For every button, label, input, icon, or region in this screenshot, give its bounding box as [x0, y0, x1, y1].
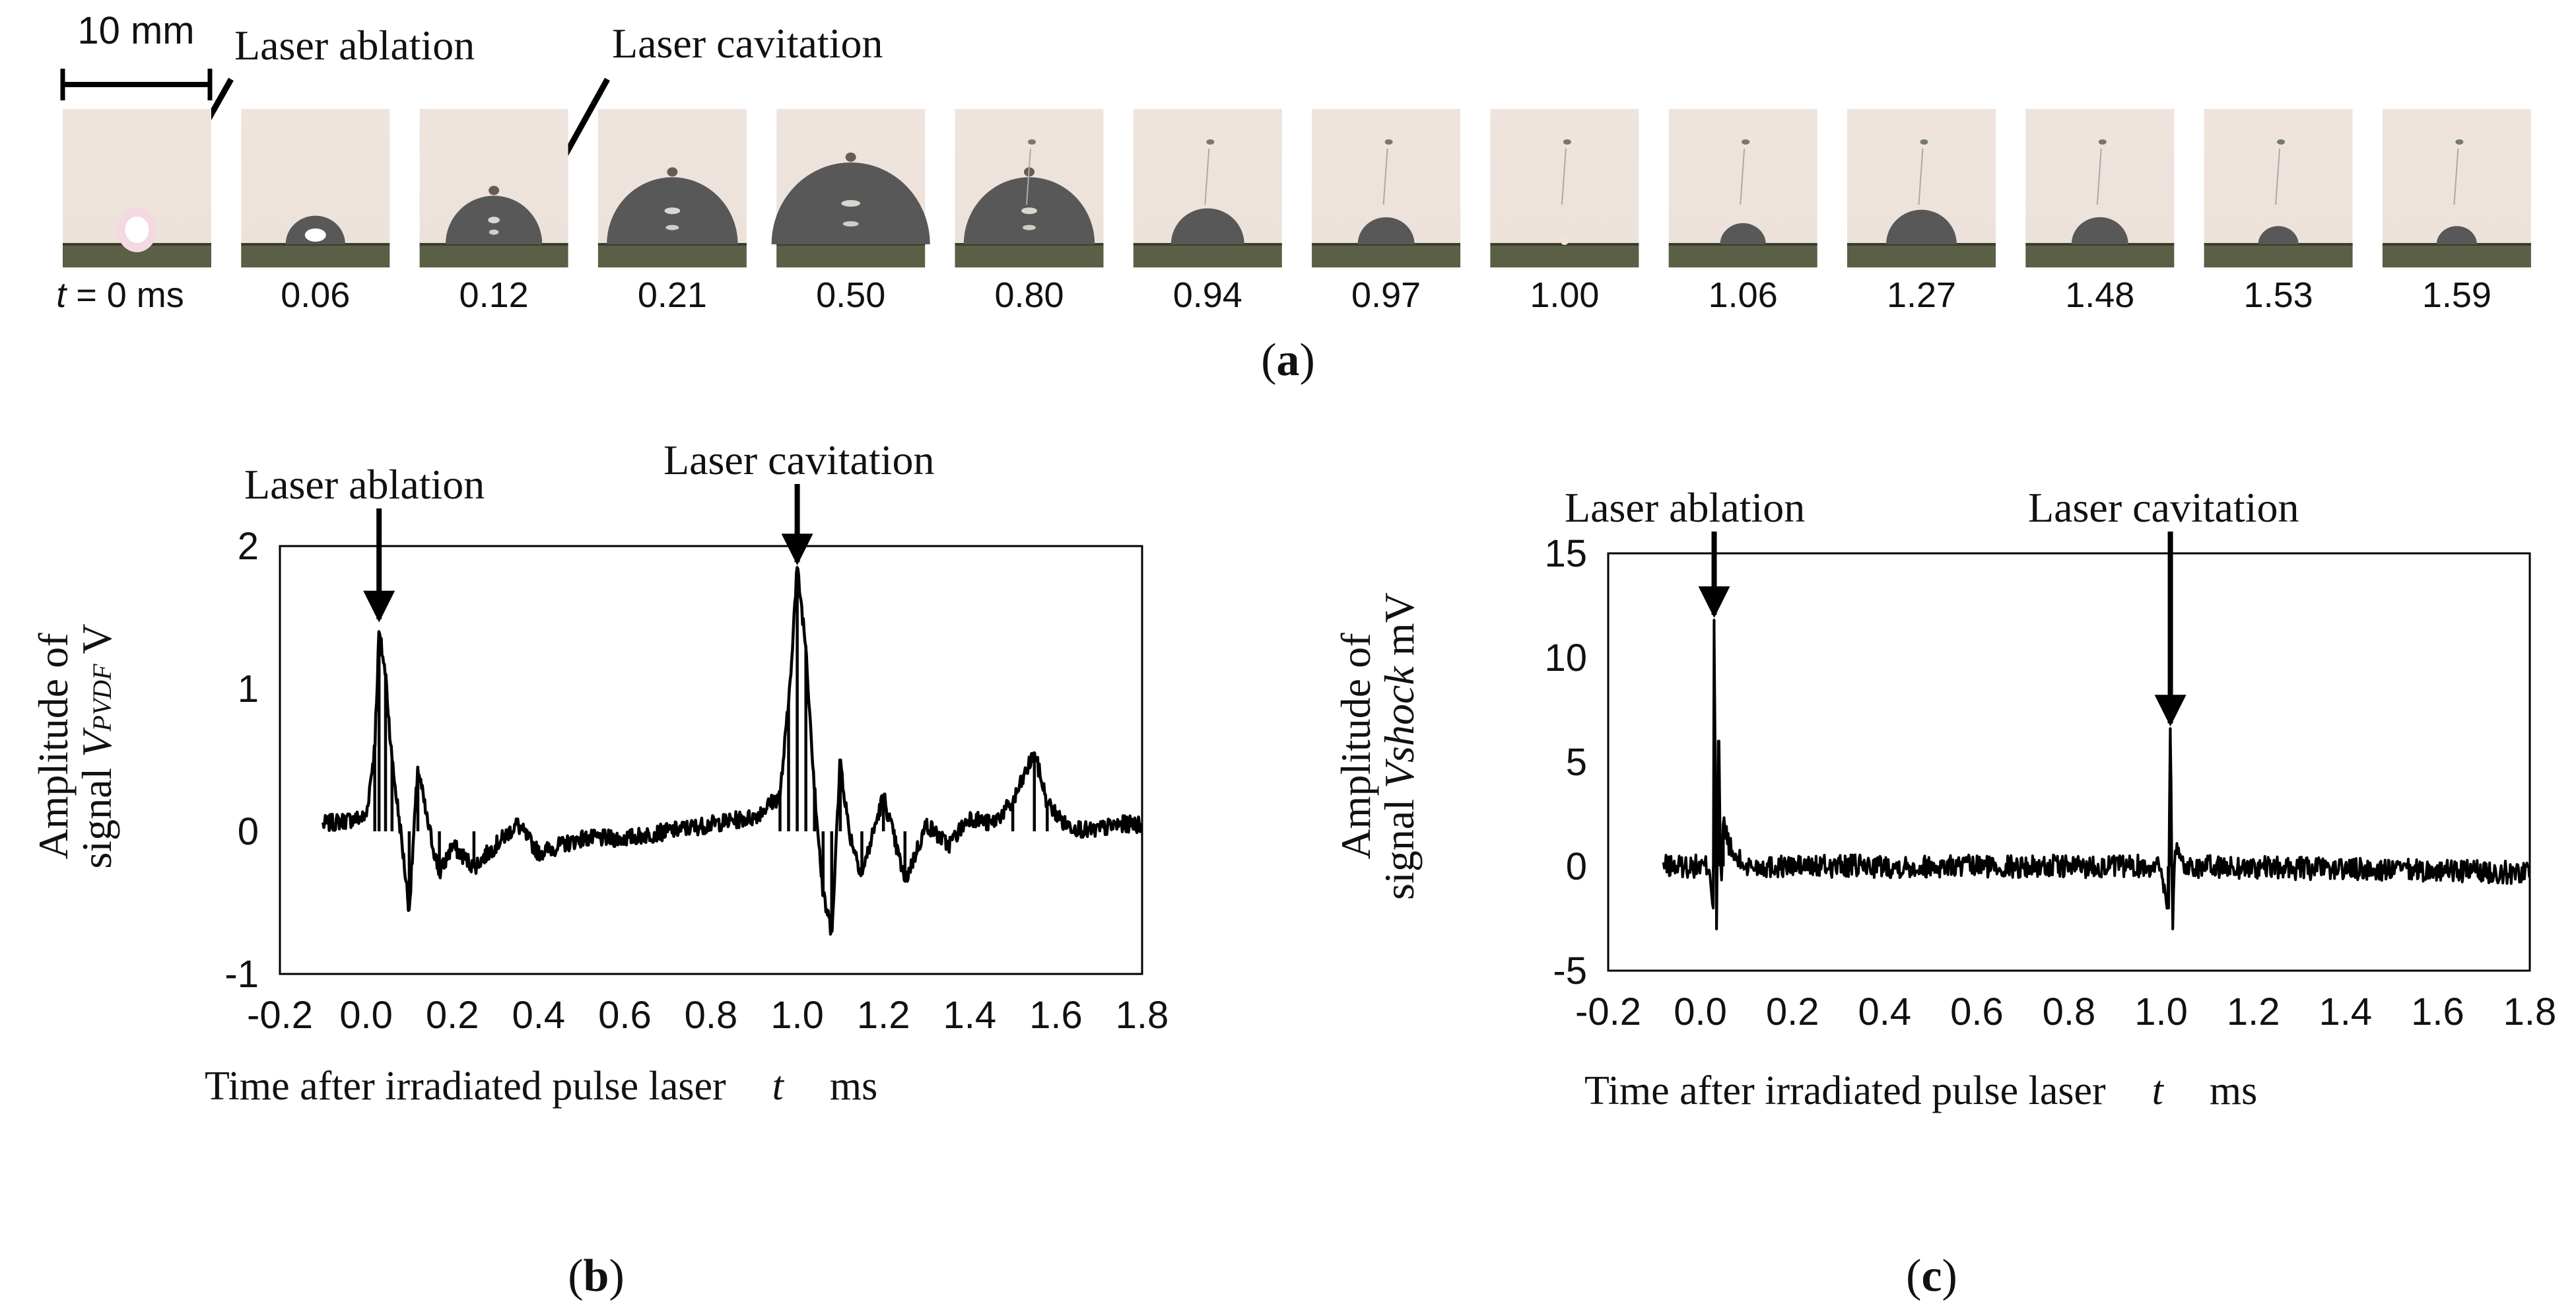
frame-6: [1133, 109, 1282, 267]
plot-frame-b: [279, 545, 1143, 975]
frame-label-9: 1.06: [1709, 275, 1778, 315]
frame-7: [1312, 109, 1461, 267]
x-tick-label-b-5: 0.8: [685, 994, 738, 1037]
y-tick-label-c-3: 10: [1544, 637, 1587, 679]
x-tick-label-c-7: 1.2: [2227, 990, 2280, 1033]
x-tick-label-b-1: 0.0: [339, 994, 393, 1037]
frame-9: [1668, 109, 1817, 267]
frame-label-0: t = 0 ms: [56, 275, 184, 315]
y-tick-labels-b: -1 0 1 2: [224, 525, 259, 996]
frame-0: [63, 109, 211, 267]
y-axis-label-b: Amplitude of signal VPVDF V: [30, 623, 120, 868]
chart-c: -5 0 5 10 15 -0.2 0.0 0.2 0.4 0.6 0.8 1.0 1.2 1.4 1.6…: [1332, 484, 2556, 1301]
caption-a: (a): [1261, 335, 1315, 386]
x-tick-labels-b: -0.2 0.0 0.2 0.4 0.6 0.8 1.0 1.2 1.4 1.6 1.8: [247, 994, 1169, 1037]
x-tick-label-b-7: 1.2: [857, 994, 910, 1037]
frame-8: [1490, 109, 1639, 267]
y-tick-label-b-1: 0: [238, 810, 259, 853]
x-tick-label-b-4: 0.6: [598, 994, 652, 1037]
frame-label-3: 0.21: [638, 275, 707, 315]
chart-b-annotation-cavitation: Laser cavitation: [663, 436, 934, 483]
caption-c: (c): [1906, 1251, 1957, 1301]
x-tick-label-c-10: 1.8: [2503, 990, 2557, 1033]
frame-label-4: 0.50: [816, 275, 885, 315]
frame-label-6: 0.94: [1173, 275, 1242, 315]
chart-c-annotation-cavitation: Laser cavitation: [2028, 484, 2299, 531]
y-tick-label-b-3: 2: [238, 525, 259, 568]
frame-label-5: 0.80: [994, 275, 1064, 315]
x-tick-label-c-2: 0.2: [1766, 990, 1819, 1033]
x-tick-label-c-4: 0.6: [1950, 990, 2004, 1033]
frame-10: [1847, 109, 1996, 267]
x-tick-label-b-0: -0.2: [247, 994, 313, 1037]
signal-line-vpvdf: [322, 566, 1143, 936]
x-tick-label-c-8: 1.4: [2319, 990, 2372, 1033]
x-axis-label-c: Time after irradiated pulse laser t ms: [1584, 1068, 2257, 1113]
x-tick-label-b-8: 1.4: [943, 994, 996, 1037]
annotation-laser-ablation: Laser ablation: [234, 22, 475, 69]
x-tick-label-c-0: -0.2: [1575, 990, 1641, 1033]
y-tick-label-b-2: 1: [238, 668, 259, 710]
x-tick-label-c-5: 0.8: [2043, 990, 2096, 1033]
x-tick-label-c-9: 1.6: [2411, 990, 2464, 1033]
x-tick-label-b-9: 1.6: [1029, 994, 1083, 1037]
svg-text:Amplitude of: Amplitude of: [1332, 633, 1379, 860]
frame-label-8: 1.00: [1530, 275, 1599, 315]
chart-b: -1 0 1 2 -0.2 0.0 0.2 0.4 0.6 0.8 1.0 1.2 1.4 1.6 1.8…: [30, 436, 1169, 1301]
frame-label-12: 1.53: [2244, 275, 2313, 315]
annotation-laser-cavitation: Laser cavitation: [612, 20, 883, 67]
frame-1: [241, 109, 390, 267]
y-axis-label-c: Amplitude of signal Vshock mV: [1332, 592, 1423, 900]
svg-text:signal Vshock mV: signal Vshock mV: [1376, 592, 1423, 900]
x-axis-label-b: Time after irradiated pulse laser t ms: [205, 1064, 877, 1109]
frame-5: [955, 109, 1104, 267]
y-tick-label-c-4: 15: [1544, 532, 1587, 575]
x-tick-label-b-2: 0.2: [426, 994, 479, 1037]
caption-b: (b): [568, 1251, 625, 1301]
frame-label-2: 0.12: [459, 275, 529, 315]
frame-label-1: 0.06: [281, 275, 350, 315]
x-tick-labels-c: -0.2 0.0 0.2 0.4 0.6 0.8 1.0 1.2 1.4 1.6 1.8: [1575, 990, 2556, 1033]
y-tick-label-b-0: -1: [224, 953, 259, 996]
frame-label-10: 1.27: [1887, 275, 1956, 315]
x-tick-label-b-10: 1.8: [1116, 994, 1169, 1037]
svg-text:signal VPVDF V: signal VPVDF V: [73, 623, 120, 868]
chart-b-annotation-ablation: Laser ablation: [244, 461, 485, 508]
frame-13: [2382, 109, 2531, 267]
frame-label-13: 1.59: [2422, 275, 2491, 315]
y-tick-labels-c: -5 0 5 10 15: [1544, 532, 1587, 992]
y-tick-label-c-1: 0: [1566, 845, 1587, 888]
panel-a-image-sequence: 10 mm Laser ablation Laser cavitation t …: [56, 9, 2531, 386]
frame-2: [419, 109, 568, 267]
svg-text:Amplitude of: Amplitude of: [30, 633, 77, 860]
x-tick-label-c-3: 0.4: [1858, 990, 1911, 1033]
frame-strip: [63, 109, 2531, 267]
y-tick-label-c-2: 5: [1566, 741, 1587, 784]
frame-label-7: 0.97: [1351, 275, 1421, 315]
x-tick-label-b-6: 1.0: [770, 994, 824, 1037]
frame-12: [2204, 109, 2353, 267]
frame-4: [771, 109, 930, 267]
y-tick-label-c-0: -5: [1553, 950, 1587, 992]
x-tick-label-c-1: 0.0: [1674, 990, 1727, 1033]
scale-bar-label: 10 mm: [77, 9, 194, 52]
chart-c-annotation-ablation: Laser ablation: [1565, 484, 1805, 531]
x-tick-label-b-3: 0.4: [512, 994, 565, 1037]
plot-frame-c: [1607, 552, 2531, 972]
frame-3: [597, 109, 747, 267]
x-tick-label-c-6: 1.0: [2134, 990, 2188, 1033]
scale-bar: 10 mm: [60, 9, 213, 100]
frame-label-11: 1.48: [2065, 275, 2134, 315]
frame-11: [2025, 109, 2175, 267]
frame-time-labels: t = 0 ms 0.06 0.12 0.21 0.50 0.80 0.94 0.97 1.0…: [56, 275, 2491, 315]
signal-line-vshock: [1662, 619, 2531, 930]
